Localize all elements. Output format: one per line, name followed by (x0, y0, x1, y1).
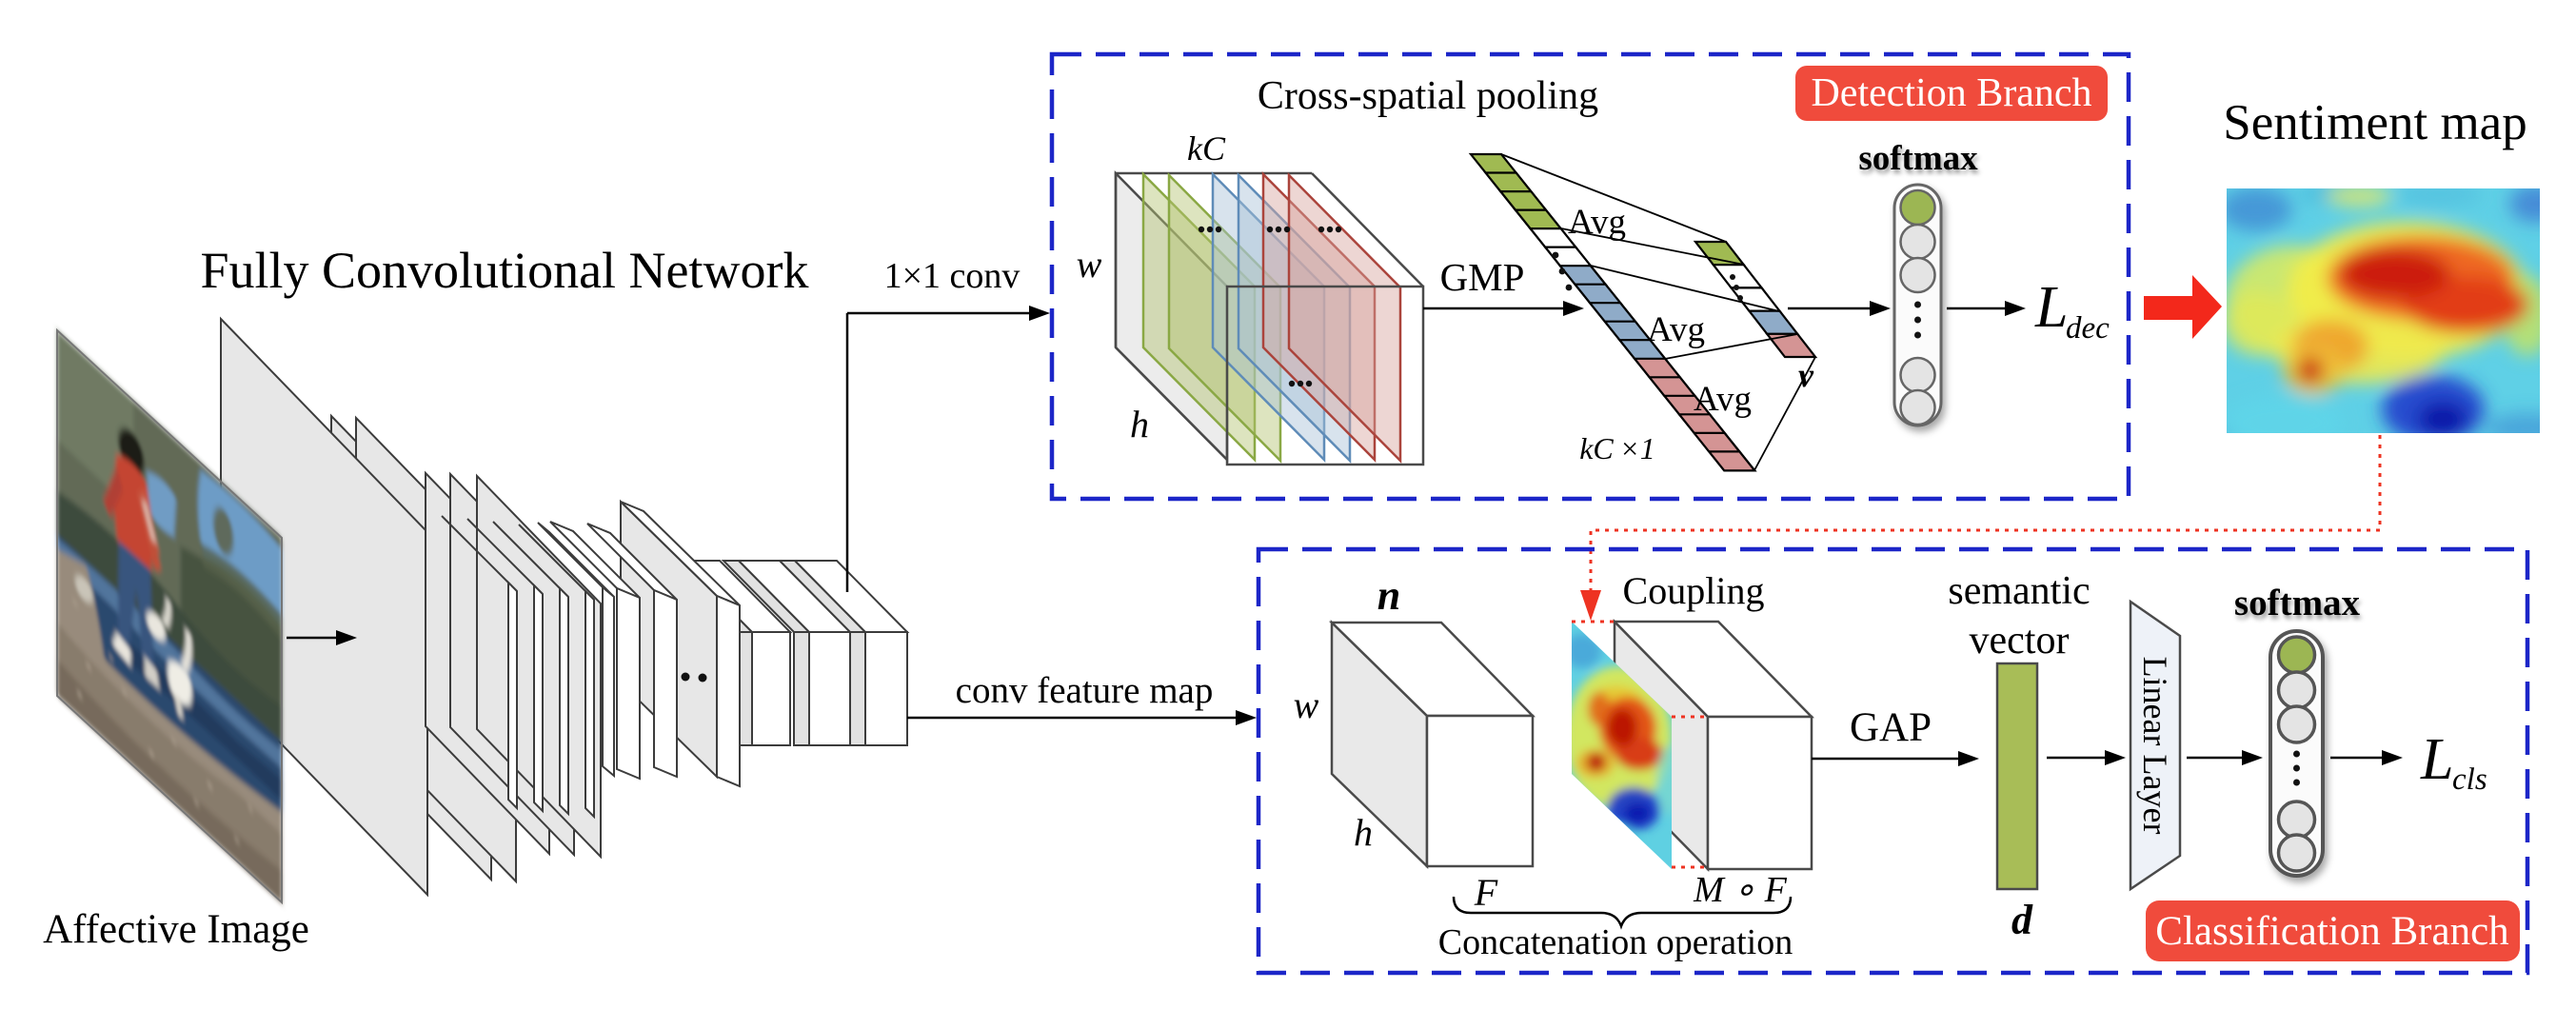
svg-text:Cross-spatial pooling: Cross-spatial pooling (1258, 74, 1598, 118)
svg-text:M ∘ F: M ∘ F (1693, 870, 1787, 910)
svg-text:Avg: Avg (1694, 380, 1752, 419)
svg-text:Avg: Avg (1568, 203, 1626, 242)
svg-text:h: h (1130, 403, 1149, 445)
svg-text:Linear Layer: Linear Layer (2136, 657, 2174, 835)
svg-text:Detection Branch: Detection Branch (1811, 71, 2091, 115)
svg-text:GMP: GMP (1440, 255, 1525, 299)
svg-text:vector: vector (1970, 619, 2070, 663)
svg-text:Coupling: Coupling (1623, 569, 1765, 612)
svg-text:Sentiment map: Sentiment map (2223, 95, 2526, 150)
svg-text:1×1 conv: 1×1 conv (884, 256, 1020, 296)
svg-text:kC: kC (1187, 129, 1226, 168)
svg-text:kC ×1: kC ×1 (1579, 431, 1655, 465)
svg-text:Concatenation operation: Concatenation operation (1438, 922, 1793, 962)
svg-text:h: h (1354, 811, 1373, 854)
svg-text:n: n (1377, 572, 1400, 619)
svg-text:w: w (1294, 683, 1319, 726)
svg-text:Fully Convolutional Network: Fully Convolutional Network (201, 242, 809, 299)
svg-text:softmax: softmax (2234, 583, 2361, 623)
svg-text:conv feature map: conv feature map (956, 670, 1214, 711)
svg-text:F: F (1474, 871, 1498, 914)
svg-text:Classification Branch: Classification Branch (2155, 909, 2508, 954)
svg-text:L: L (2034, 275, 2068, 340)
svg-text:GAP: GAP (1850, 705, 1932, 750)
svg-text:w: w (1077, 243, 1102, 286)
svg-text:dec: dec (2066, 311, 2110, 346)
svg-text:semantic: semantic (1948, 569, 2090, 613)
svg-text:cls: cls (2452, 762, 2487, 797)
svg-text:L: L (2420, 727, 2453, 792)
svg-text:Affective Image: Affective Image (43, 907, 309, 952)
svg-text:softmax: softmax (1858, 139, 1978, 178)
svg-text:d: d (2011, 897, 2033, 943)
svg-text:Avg: Avg (1647, 310, 1705, 349)
